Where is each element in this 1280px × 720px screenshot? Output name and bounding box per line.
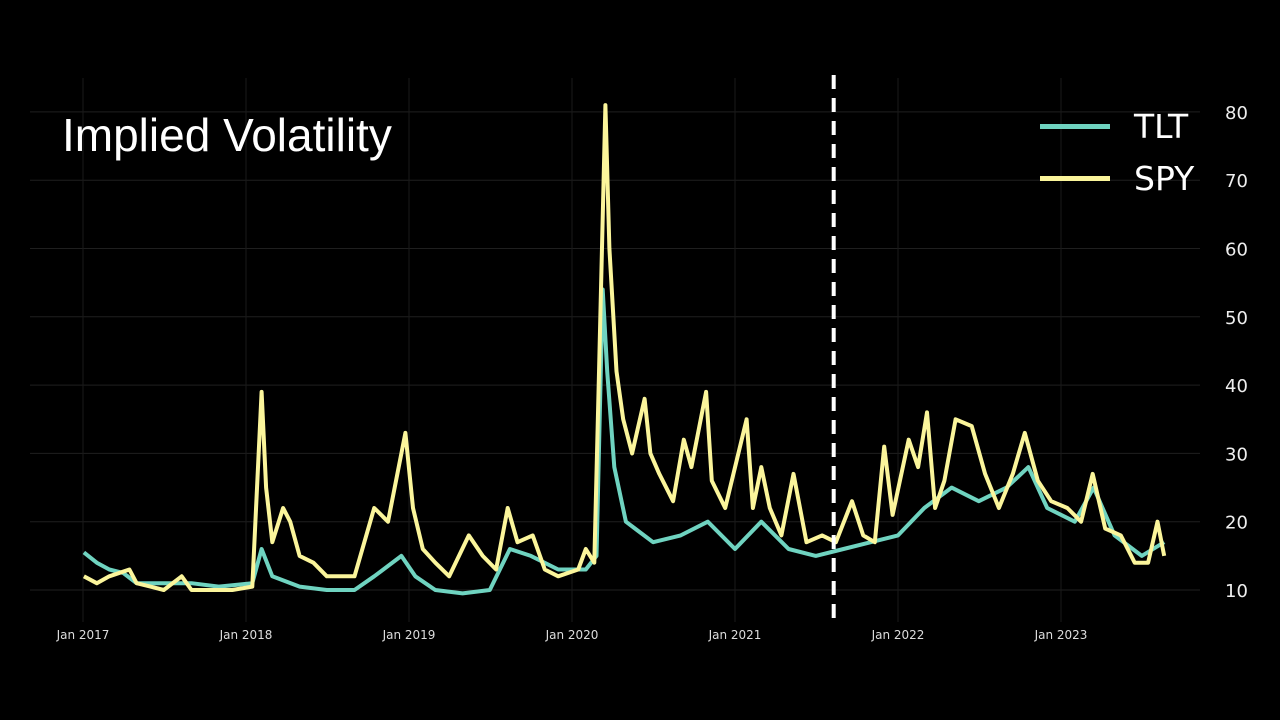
x-tick-label: Jan 2017 (56, 628, 110, 642)
legend-swatch-tlt (1040, 123, 1110, 129)
legend-swatch-spy (1040, 175, 1110, 181)
legend-label-tlt: TLT (1134, 106, 1189, 146)
y-tick-label: 10 (1225, 581, 1248, 602)
legend-item-tlt: TLT (1040, 100, 1194, 152)
y-tick-label: 40 (1225, 376, 1248, 397)
legend: TLT SPY (1040, 100, 1194, 204)
y-tick-label: 70 (1225, 171, 1248, 192)
x-tick-label: Jan 2020 (545, 628, 599, 642)
series-line-spy (82, 103, 1167, 592)
x-tick-label: Jan 2022 (871, 628, 925, 642)
legend-label-spy: SPY (1134, 158, 1195, 198)
chart-title: Implied Volatility (62, 109, 392, 161)
y-tick-label: 80 (1225, 103, 1248, 124)
y-tick-label: 50 (1225, 308, 1248, 329)
x-tick-label: Jan 2018 (219, 628, 273, 642)
y-tick-label: 20 (1225, 513, 1248, 534)
x-tick-label: Jan 2019 (382, 628, 436, 642)
legend-item-spy: SPY (1040, 152, 1194, 204)
y-tick-label: 60 (1225, 240, 1248, 261)
y-tick-label: 30 (1225, 444, 1248, 465)
x-tick-label: Jan 2021 (708, 628, 762, 642)
x-tick-label: Jan 2023 (1034, 628, 1088, 642)
